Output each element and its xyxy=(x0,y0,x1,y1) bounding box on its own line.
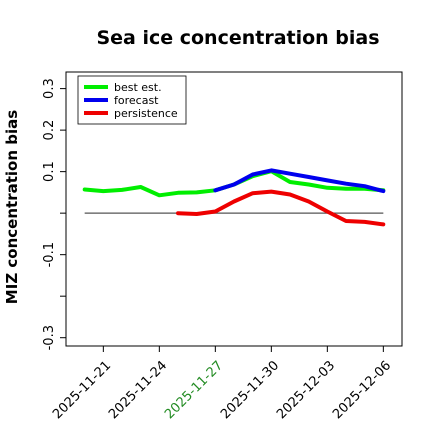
y-axis: -0.3 -0.1 0.1 0.2 0.3 xyxy=(42,78,66,350)
chart-title: Sea ice concentration bias xyxy=(96,27,379,49)
x-tick-label: 2025-12-06 xyxy=(330,358,394,422)
x-tick-label: 2025-11-30 xyxy=(218,358,282,422)
legend-label-persistence: persistence xyxy=(114,107,178,120)
x-axis: 2025-11-212025-11-242025-11-272025-11-30… xyxy=(50,346,394,422)
x-tick-label: 2025-12-03 xyxy=(274,358,338,422)
x-tick-label: 2025-11-21 xyxy=(50,358,114,422)
y-axis-label: MIZ concentration bias xyxy=(3,110,21,304)
x-tick-label: 2025-11-24 xyxy=(106,358,170,422)
y-tick-label: 0.2 xyxy=(42,120,57,141)
x-tick-label: 2025-11-27 xyxy=(162,358,226,422)
y-tick-label: 0.1 xyxy=(42,161,57,182)
legend-label-best-est: best est. xyxy=(114,81,162,94)
series-line-forecast xyxy=(213,168,386,194)
series-line-persistence xyxy=(176,189,386,227)
legend-label-forecast: forecast xyxy=(114,94,159,107)
y-tick-label: 0.3 xyxy=(42,78,57,99)
y-tick-label: -0.3 xyxy=(42,325,57,350)
series-layer xyxy=(82,168,386,227)
y-tick-label: -0.1 xyxy=(42,242,57,267)
